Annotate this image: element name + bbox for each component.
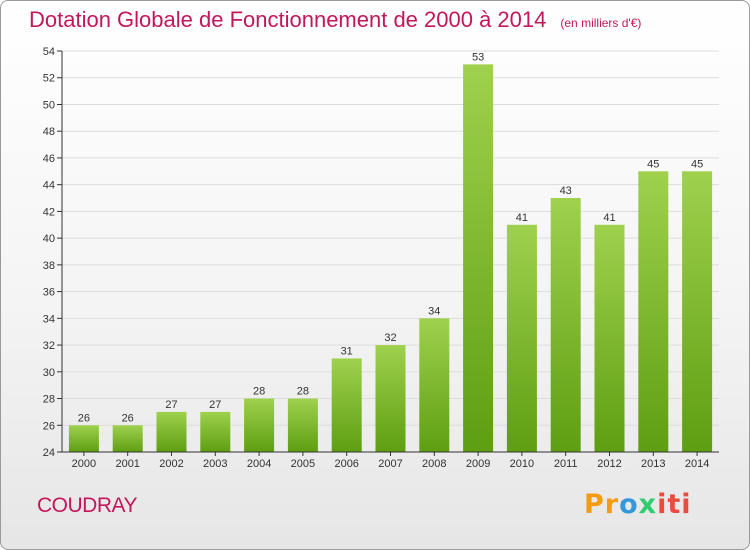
bar-2009 — [463, 64, 494, 452]
x-tick-label: 2012 — [597, 458, 621, 470]
x-tick-label: 2008 — [422, 458, 446, 470]
bar-2003 — [200, 411, 231, 452]
y-tick-label: 42 — [43, 206, 55, 218]
y-tick-label: 36 — [43, 287, 55, 299]
bar-2005 — [287, 398, 318, 452]
x-tick-label: 2006 — [334, 458, 358, 470]
y-tick-label: 50 — [43, 99, 55, 111]
logo-part-2: o — [619, 489, 639, 520]
chart-title-text: Dotation Globale de Fonctionnement de 20… — [29, 7, 547, 32]
x-tick-label: 2002 — [159, 458, 183, 470]
logo-part-3: x — [638, 489, 658, 520]
chart-unit-label: (en milliers d'€) — [560, 16, 642, 30]
x-tick-label: 2005 — [291, 458, 315, 470]
bar-value-label: 41 — [516, 212, 528, 224]
x-tick-label: 2003 — [203, 458, 227, 470]
logo-part-1: Pr — [584, 489, 620, 520]
bar-value-label: 34 — [428, 305, 440, 317]
x-tick-label: 2009 — [466, 458, 490, 470]
bar-value-label: 31 — [341, 345, 353, 357]
bars — [68, 64, 713, 453]
y-tick-label: 40 — [43, 233, 55, 245]
bar-value-label: 41 — [603, 212, 615, 224]
y-tick-label: 38 — [43, 260, 55, 272]
x-tick-label: 2007 — [378, 458, 402, 470]
bar-value-label: 26 — [122, 412, 134, 424]
bar-2012 — [594, 224, 625, 452]
bar-2004 — [244, 398, 275, 452]
bar-2001 — [112, 425, 143, 452]
bar-value-label: 32 — [384, 332, 396, 344]
y-tick-label: 34 — [43, 313, 55, 325]
y-tick-label: 24 — [43, 447, 55, 459]
bar-value-label: 27 — [165, 399, 177, 411]
bar-2014 — [682, 171, 713, 453]
chart-title: Dotation Globale de Fonctionnement de 20… — [29, 7, 641, 33]
bar-value-label: 28 — [253, 386, 265, 398]
bar-value-label: 28 — [297, 386, 309, 398]
y-tick-label: 46 — [43, 153, 55, 165]
x-tick-label: 2014 — [685, 458, 709, 470]
y-tick-label: 54 — [43, 46, 55, 58]
bar-value-label: 45 — [647, 158, 659, 170]
axes: 24 26 28 30 32 34 36 38 40 42 44 46 48 50 52 54 2000 2001… — [43, 46, 719, 470]
y-tick-label: 44 — [43, 180, 55, 192]
y-tick-label: 28 — [43, 394, 55, 406]
x-tick-label: 2004 — [247, 458, 271, 470]
bar-2010 — [506, 224, 537, 452]
x-tick-label: 2013 — [641, 458, 665, 470]
proxiti-logo: Proxiti — [584, 489, 692, 520]
y-tick-label: 30 — [43, 367, 55, 379]
x-tick-label: 2001 — [115, 458, 139, 470]
y-tick-label: 52 — [43, 73, 55, 85]
x-tick-label: 2000 — [72, 458, 96, 470]
bar-2008 — [419, 318, 450, 452]
commune-name: COUDRAY — [37, 494, 137, 517]
bar-2000 — [68, 425, 99, 452]
y-tick-label: 48 — [43, 126, 55, 138]
y-tick-label: 26 — [43, 420, 55, 432]
x-tick-label: 2011 — [554, 458, 578, 470]
bar-2007 — [375, 345, 406, 452]
y-tick-label: 32 — [43, 340, 55, 352]
bar-value-label: 27 — [209, 399, 221, 411]
logo-part-4: iti — [657, 489, 692, 520]
bar-value-label: 43 — [560, 185, 572, 197]
bar-2002 — [156, 411, 187, 452]
bar-value-label: 26 — [78, 412, 90, 424]
data-labels: 26 26 27 27 28 28 31 32 34 53 41 43 41 45 45 — [78, 51, 703, 424]
bar-value-label: 53 — [472, 51, 484, 63]
x-tick-label: 2010 — [510, 458, 534, 470]
bar-2006 — [331, 358, 362, 452]
bar-2013 — [638, 171, 669, 453]
bar-value-label: 45 — [691, 158, 703, 170]
bar-2011 — [550, 198, 581, 452]
